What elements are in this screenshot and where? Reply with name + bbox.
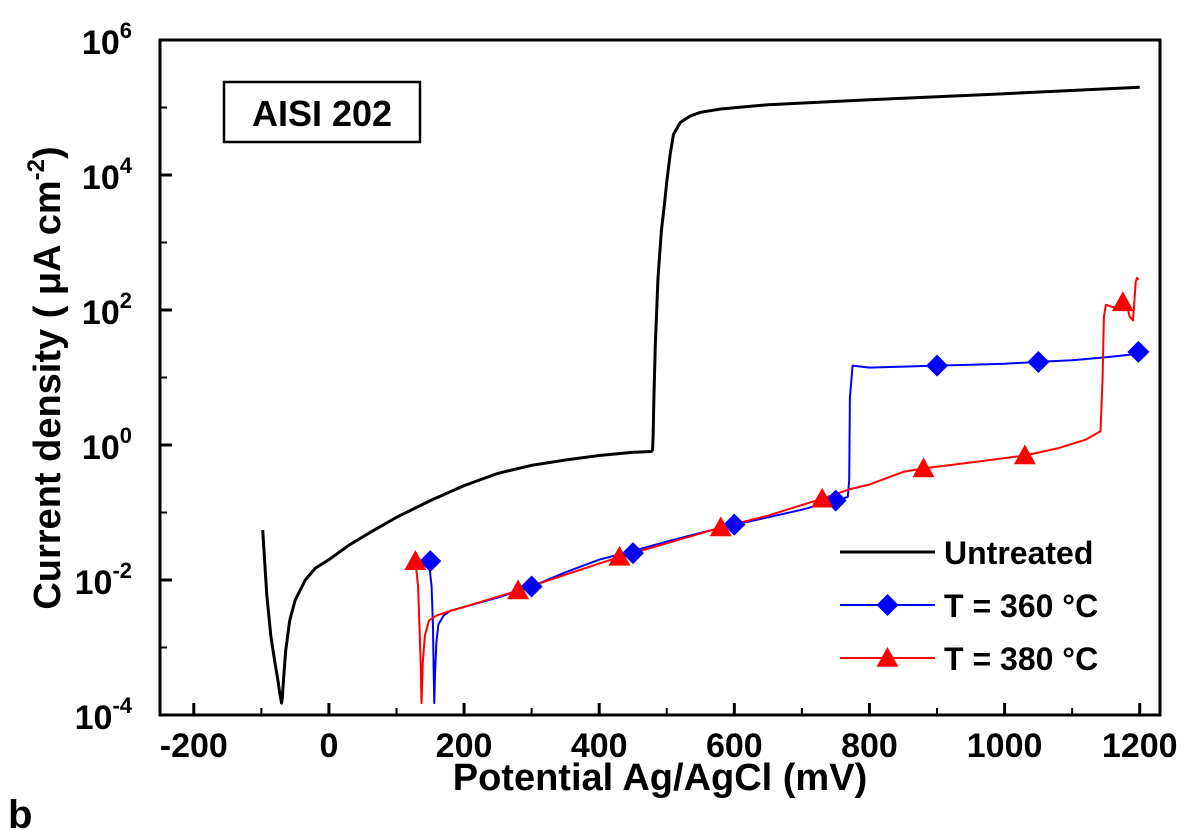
y-axis-title: Current density ( μA cm-2) <box>23 146 69 609</box>
legend-label: T = 360 °C <box>944 588 1098 624</box>
y-tick-exp: 4 <box>120 153 133 178</box>
series-line-untreated <box>261 85 1140 705</box>
x-tick-label: -200 <box>160 727 228 765</box>
y-tick-label: 106 <box>82 18 132 62</box>
data-point-t380 <box>608 545 631 566</box>
y-tick-exp: -2 <box>112 558 132 583</box>
data-point-t380 <box>404 550 427 570</box>
data-point-t360 <box>926 354 949 377</box>
legend-marker-diamond <box>876 594 899 616</box>
data-point-t360 <box>1127 340 1150 363</box>
legend-label: T = 380 °C <box>944 641 1098 677</box>
legend-item: T = 360 °C <box>840 588 1098 624</box>
y-tick-base: 10 <box>82 24 120 62</box>
y-tick-base: 10 <box>82 429 120 467</box>
y-axis-title-end: ) <box>27 146 69 159</box>
series-line-t380 <box>414 276 1140 705</box>
y-tick-label: 104 <box>82 153 133 197</box>
y-tick-label: 10-2 <box>75 558 132 602</box>
data-point-t360 <box>621 542 644 565</box>
plot-area <box>158 38 1162 717</box>
y-tick-exp: 6 <box>120 18 132 43</box>
data-point-t380 <box>912 457 935 478</box>
legend-item: T = 380 °C <box>840 641 1098 677</box>
legend: Untreated T = 360 °C T = 380 °C <box>840 535 1098 677</box>
y-axis-title-sup: -2 <box>23 159 50 180</box>
legend-item: Untreated <box>840 535 1093 571</box>
data-point-t380 <box>1013 444 1036 465</box>
y-tick-base: 10 <box>75 564 113 602</box>
y-tick-label: 100 <box>82 423 132 467</box>
data-point-t360 <box>520 575 543 598</box>
x-tick-label: 1000 <box>967 727 1043 765</box>
legend-marker-triangle <box>876 647 899 667</box>
marker-layer <box>404 291 1150 600</box>
y-tick-base: 10 <box>82 294 120 332</box>
x-tick-label: 400 <box>571 727 628 765</box>
x-tick-label: 200 <box>436 727 493 765</box>
x-tick-label: 1200 <box>1102 727 1178 765</box>
y-tick-base: 10 <box>75 699 113 737</box>
data-point-t380 <box>1111 291 1134 312</box>
annotation-box: AISI 202 <box>222 80 422 144</box>
y-tick-exp: 2 <box>120 288 132 313</box>
y-tick-exp: -4 <box>112 693 132 718</box>
data-point-t380 <box>811 487 834 508</box>
data-point-t360 <box>1027 350 1050 373</box>
y-tick-base: 10 <box>82 159 120 197</box>
annotation-frame <box>222 80 422 144</box>
x-tick-label: 0 <box>319 727 338 765</box>
data-point-t380 <box>709 516 732 537</box>
y-tick-label: 102 <box>82 288 132 332</box>
y-tick-label: 10-4 <box>75 693 133 737</box>
panel-label: b <box>8 793 32 830</box>
annotation-label: AISI 202 <box>252 93 392 134</box>
y-axis-title-main: Current density ( μA cm <box>27 180 69 609</box>
y-tick-exp: 0 <box>120 423 132 448</box>
data-point-t360 <box>723 513 746 536</box>
x-tick-label: 600 <box>706 727 763 765</box>
data-point-t380 <box>507 579 530 600</box>
x-tick-label: 800 <box>841 727 898 765</box>
x-axis: -200 0 200 400 600 800 1000 1200 <box>160 703 1178 765</box>
x-axis-title: Potential Ag/AgCl (mV) <box>453 757 867 799</box>
data-point-t360 <box>419 550 442 573</box>
y-axis-title-group: Current density ( μA cm-2) <box>23 146 69 609</box>
legend-label: Untreated <box>944 535 1093 571</box>
